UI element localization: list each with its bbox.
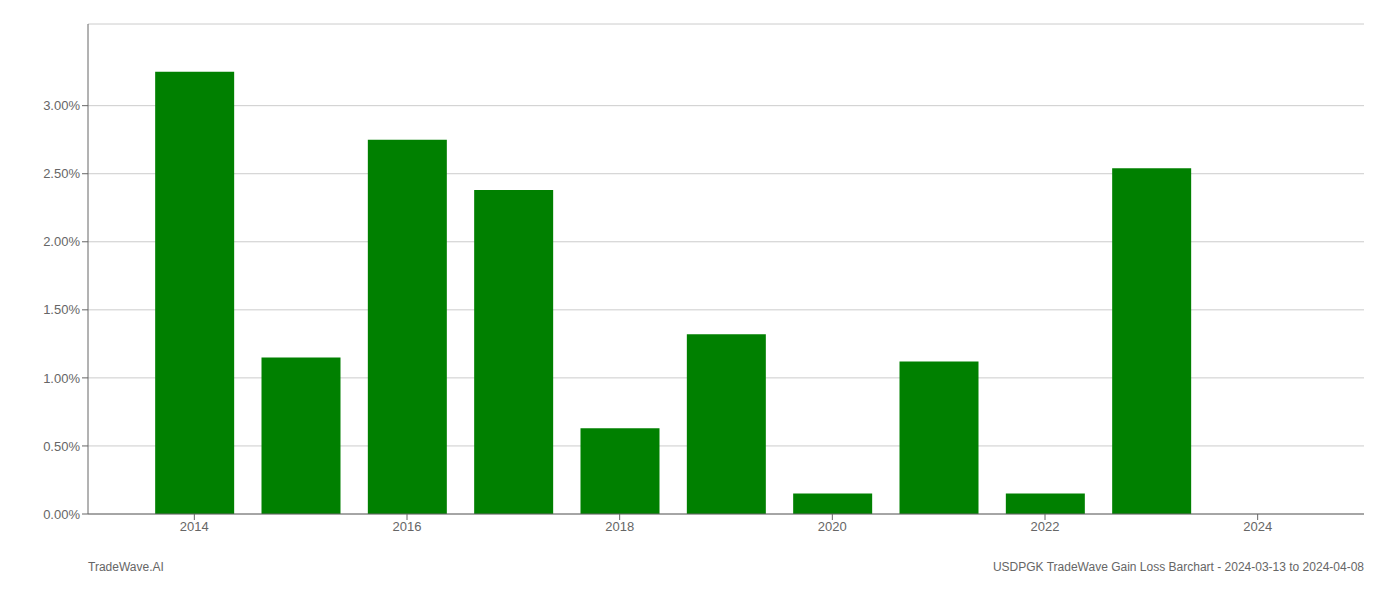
- svg-text:2016: 2016: [393, 519, 422, 534]
- svg-text:0.50%: 0.50%: [43, 439, 80, 454]
- html-text:USDPGK TradeWave Gain Loss Bar: USDPGK TradeWave Gain Loss Barchart - 20…: [992, 560, 1364, 574]
- svg-text:2.50%: 2.50%: [43, 166, 80, 181]
- svg-text:2018: 2018: [605, 519, 634, 534]
- html-text:TradeWave.AI: TradeWave.AI: [88, 560, 164, 574]
- svg-text:2014: 2014: [180, 519, 209, 534]
- svg-text:2022: 2022: [1031, 519, 1060, 534]
- svg-text:2024: 2024: [1243, 519, 1272, 534]
- svg-text:1.50%: 1.50%: [43, 302, 80, 317]
- svg-text:0.00%: 0.00%: [43, 507, 80, 522]
- svg-text:3.00%: 3.00%: [43, 98, 80, 113]
- svg-text:2.00%: 2.00%: [43, 234, 80, 249]
- svg-text:1.00%: 1.00%: [43, 371, 80, 386]
- svg-text:2020: 2020: [818, 519, 847, 534]
